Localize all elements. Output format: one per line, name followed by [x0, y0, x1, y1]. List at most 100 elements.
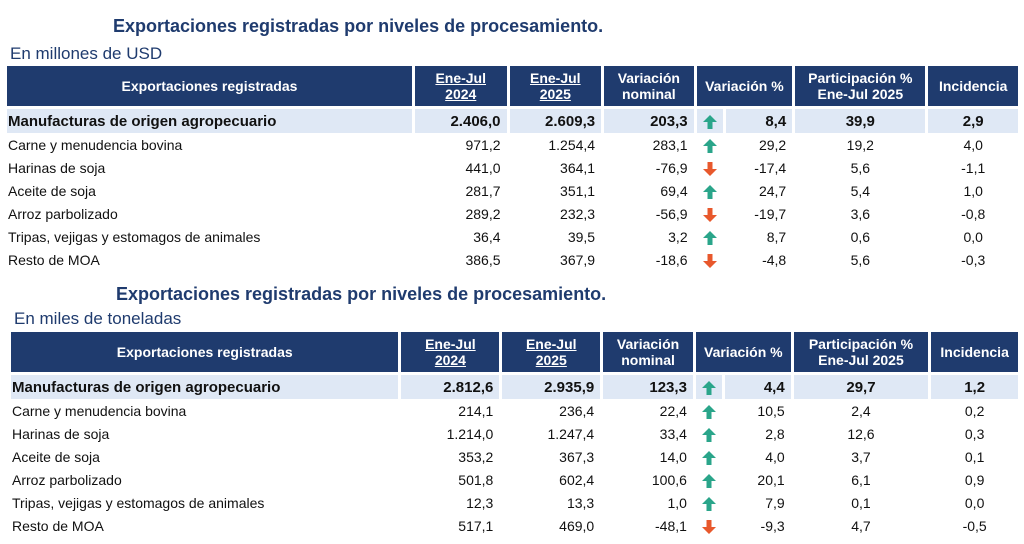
incidence: 0,2	[964, 402, 985, 419]
column-header: Incidencia	[931, 332, 1018, 375]
section-title: Exportaciones registradas por niveles de…	[116, 284, 607, 304]
variation-percent: 20,1	[757, 471, 785, 488]
table-row: Carne y menudencia bovina 971,2 1.254,4 283…	[7, 133, 1018, 156]
row-label: Carne y menudencia bovina	[12, 402, 187, 419]
value-2025: 39,5	[567, 228, 596, 245]
incidence: 0,3	[964, 425, 985, 442]
participation-percent: 19,2	[846, 136, 874, 153]
table-row: Harinas de soja 441,0 364,1 -76,9 -17,4 5,6 -1…	[7, 156, 1018, 179]
participation-percent: 12,6	[847, 425, 875, 442]
table-row: Resto de MOA 386,5 367,9 -18,6 -4,8 5,6 -0,3	[7, 248, 1018, 271]
value-2025: 367,9	[560, 251, 596, 268]
arrow-down-icon	[697, 248, 723, 271]
row-label: Arroz parbolizado	[8, 205, 118, 222]
participation-percent: 39,9	[795, 109, 926, 133]
participation-percent: 2,4	[851, 402, 871, 419]
table-row: Resto de MOA 517,1 469,0 -48,1 -9,3 4,7 -0,5	[11, 514, 1018, 537]
value-2024: 501,8	[458, 471, 494, 488]
value-2025: 351,1	[560, 182, 596, 199]
column-header: Variación %	[695, 332, 791, 375]
participation-percent: 5,4	[850, 182, 871, 199]
arrow-up-icon	[696, 491, 723, 514]
incidence: 2,9	[928, 109, 1018, 133]
incidence: 1,0	[963, 182, 983, 199]
variation-nominal: 100,6	[651, 471, 687, 488]
column-header: Ene-Jul 2024	[414, 66, 507, 109]
variation-nominal: -48,1	[655, 517, 687, 534]
row-label: Resto de MOA	[12, 517, 104, 534]
row-label: Aceite de soja	[12, 448, 100, 465]
row-label: Manufacturas de origen agropecuario	[11, 375, 399, 399]
column-header: Variación nominal	[604, 66, 694, 109]
variation-nominal: 203,3	[604, 109, 694, 133]
incidence: -0,3	[961, 251, 986, 268]
incidence: 4,0	[963, 136, 983, 153]
table-row: Arroz parbolizado 289,2 232,3 -56,9 -19,7 3,6…	[7, 202, 1018, 225]
data-table: Exportaciones registradas Ene-Jul 2024 En…	[4, 66, 1021, 271]
value-2025: 1.247,4	[547, 425, 595, 442]
value-2025: 367,3	[559, 448, 595, 465]
variation-percent: 29,2	[758, 136, 787, 153]
column-header: Incidencia	[928, 66, 1018, 109]
row-label: Harinas de soja	[8, 159, 106, 176]
column-header: Ene-Jul 2025	[509, 66, 602, 109]
variation-nominal: -56,9	[655, 205, 688, 222]
table-row-total: Manufacturas de origen agropecuario 2.406…	[7, 109, 1018, 133]
variation-percent: 8,7	[766, 228, 787, 245]
variation-nominal: 22,4	[659, 402, 687, 419]
row-label: Tripas, vejigas y estomagos de animales	[8, 228, 261, 245]
column-header: Ene-Jul 2024	[401, 332, 500, 375]
incidence: 0,9	[964, 471, 985, 488]
table-row: Tripas, vejigas y estomagos de animales 3…	[7, 225, 1018, 248]
participation-percent: 5,6	[850, 251, 871, 268]
variation-nominal: 14,0	[659, 448, 687, 465]
variation-nominal: 283,1	[652, 136, 688, 153]
row-label: Resto de MOA	[8, 251, 100, 268]
participation-percent: 5,6	[850, 159, 871, 176]
participation-percent: 4,7	[851, 517, 871, 534]
section-title: Exportaciones registradas por niveles de…	[113, 16, 604, 36]
arrow-down-icon	[697, 202, 723, 225]
variation-nominal: 1,0	[667, 494, 687, 511]
row-label: Arroz parbolizado	[12, 471, 122, 488]
value-2024: 353,2	[458, 448, 494, 465]
value-2025: 1.254,4	[548, 136, 596, 153]
row-label: Manufacturas de origen agropecuario	[7, 109, 412, 133]
participation-percent: 3,6	[850, 205, 871, 222]
value-2024: 2.406,0	[414, 109, 507, 133]
value-2024: 2.812,6	[401, 375, 500, 399]
participation-percent: 29,7	[793, 375, 929, 399]
variation-percent: -9,3	[760, 517, 785, 534]
participation-percent: 3,7	[851, 448, 871, 465]
table-row: Aceite de soja 353,2 367,3 14,0 4,0 3,7 0,1	[11, 445, 1018, 468]
variation-nominal: -18,6	[655, 251, 688, 268]
variation-percent: 7,9	[765, 494, 785, 511]
value-2025: 232,3	[560, 205, 596, 222]
variation-percent: 2,8	[765, 425, 785, 442]
arrow-up-icon	[697, 179, 723, 202]
variation-nominal: 123,3	[603, 375, 693, 399]
table-row-total: Manufacturas de origen agropecuario 2.812…	[11, 375, 1018, 399]
value-2024: 971,2	[465, 136, 501, 153]
participation-percent: 0,1	[851, 494, 871, 511]
value-2024: 1.214,0	[446, 425, 494, 442]
variation-nominal: -76,9	[655, 159, 688, 176]
variation-percent: 4,4	[725, 375, 791, 399]
variation-percent: -4,8	[762, 251, 787, 268]
column-header: Ene-Jul 2025	[502, 332, 601, 375]
column-header: Variación %	[696, 66, 793, 109]
arrow-down-icon	[697, 156, 723, 179]
value-2025: 364,1	[560, 159, 596, 176]
value-2025: 469,0	[559, 517, 595, 534]
column-header: Variación nominal	[603, 332, 693, 375]
incidence: 0,0	[963, 228, 983, 245]
variation-percent: 24,7	[758, 182, 787, 199]
incidence: -1,1	[961, 159, 986, 176]
incidence: 1,2	[931, 375, 1018, 399]
arrow-up-icon	[696, 468, 723, 491]
table-row: Arroz parbolizado 501,8 602,4 100,6 20,1 6,1 0…	[11, 468, 1018, 491]
column-header: Participación % Ene-Jul 2025	[795, 66, 926, 109]
value-2025: 2.609,3	[509, 109, 602, 133]
variation-nominal: 3,2	[668, 228, 688, 245]
table-row: Tripas, vejigas y estomagos de animales 1…	[11, 491, 1018, 514]
